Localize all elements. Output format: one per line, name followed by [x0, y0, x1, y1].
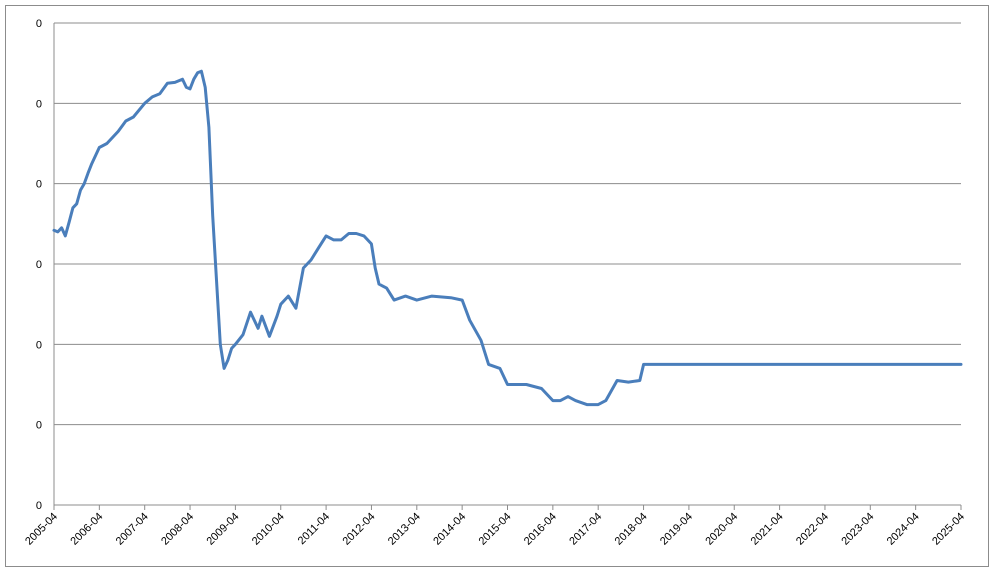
y-tick-label: 0 [36, 98, 42, 110]
line-chart: 0 0 0 0 0 0 0 2005-04 2006-04 2007-04 2008-04 2009… [23, 18, 967, 548]
x-tick-label: 2023-04 [839, 511, 876, 548]
x-tick-label: 2018-04 [613, 511, 650, 548]
y-tick-label: 0 [36, 339, 42, 351]
x-tick-label: 2010-04 [250, 511, 287, 548]
x-tick-label: 2022-04 [794, 511, 831, 548]
x-tick-label: 2016-04 [522, 511, 559, 548]
y-tick-label: 0 [36, 420, 42, 432]
y-tick-label: 0 [36, 500, 42, 512]
x-tick-label: 2017-04 [567, 511, 604, 548]
x-tick-label: 2021-04 [749, 511, 786, 548]
y-tick-labels: 0 0 0 0 0 0 0 [36, 18, 42, 512]
x-tick-label: 2014-04 [431, 511, 468, 548]
y-tick-label: 0 [36, 179, 42, 191]
series-line [52, 69, 963, 407]
x-tick-label: 2011-04 [296, 511, 332, 547]
x-tick-label: 2013-04 [386, 511, 423, 548]
x-tick-labels: 2005-04 2006-04 2007-04 2008-04 2009-04 2010-… [23, 511, 967, 548]
x-tick-label: 2024-04 [885, 511, 922, 548]
gridlines [54, 22, 961, 426]
x-tick-label: 2025-04 [930, 511, 967, 548]
x-tick-label: 2007-04 [114, 511, 151, 548]
x-tick-label: 2005-04 [23, 511, 60, 548]
series-layer [52, 69, 963, 407]
x-tick-label: 2012-04 [341, 511, 378, 548]
y-tick-label: 0 [36, 18, 42, 30]
y-tick-label: 0 [36, 259, 42, 271]
x-tick-label: 2006-04 [68, 511, 105, 548]
x-tick-label: 2015-04 [477, 511, 514, 548]
axes [53, 23, 962, 510]
x-tick-label: 2008-04 [159, 511, 196, 548]
x-tick-label: 2019-04 [658, 511, 695, 548]
x-tick-label: 2020-04 [703, 511, 740, 548]
x-tick-label: 2009-04 [204, 511, 241, 548]
chart-area: 0 0 0 0 0 0 0 2005-04 2006-04 2007-04 2008-04 2009… [5, 5, 989, 567]
